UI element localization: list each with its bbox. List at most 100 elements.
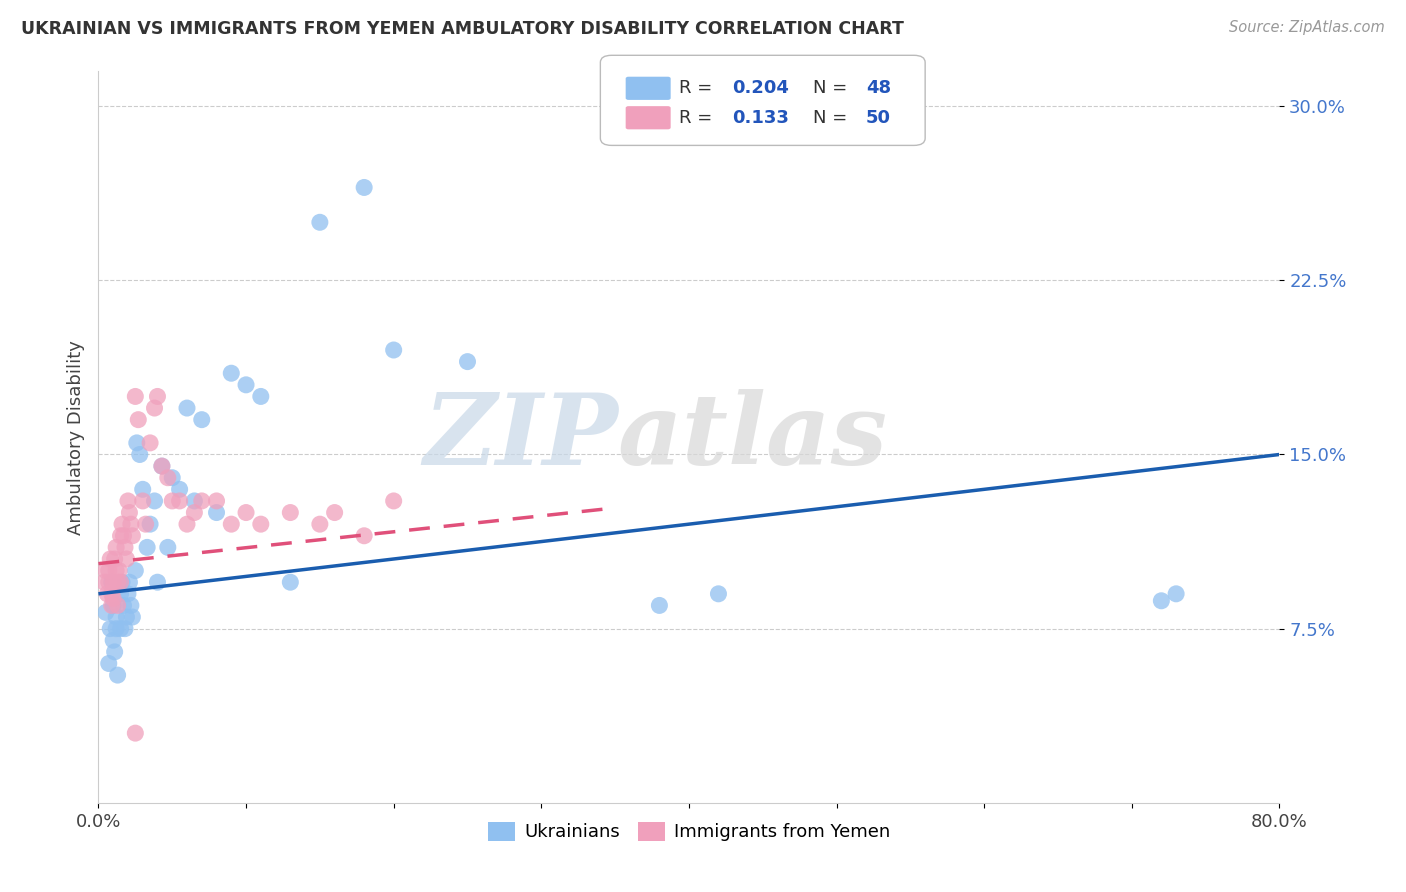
Point <box>139 517 162 532</box>
Point <box>124 726 146 740</box>
Point <box>309 517 332 532</box>
Point <box>353 529 375 543</box>
Text: 50: 50 <box>866 109 891 127</box>
Point <box>183 506 205 520</box>
Point <box>105 622 128 636</box>
Point <box>105 541 128 555</box>
Point <box>146 389 169 403</box>
Point <box>104 645 127 659</box>
Point <box>1166 587 1188 601</box>
Point <box>125 436 148 450</box>
Point <box>150 459 173 474</box>
Point <box>309 215 332 229</box>
Point <box>104 552 127 566</box>
Point <box>103 591 125 606</box>
Point <box>100 599 122 613</box>
Point <box>139 436 162 450</box>
Point <box>191 412 214 426</box>
Text: Source: ZipAtlas.com: Source: ZipAtlas.com <box>1229 20 1385 35</box>
Point <box>707 587 730 601</box>
Point <box>124 389 146 403</box>
Point <box>132 494 155 508</box>
Point <box>107 575 129 590</box>
Point <box>93 575 115 590</box>
Point <box>94 606 117 620</box>
Point <box>156 541 179 555</box>
Point <box>135 517 157 532</box>
Point <box>169 494 191 508</box>
Point <box>176 401 198 415</box>
Point <box>235 506 257 520</box>
Point <box>124 564 146 578</box>
Text: N =: N = <box>813 79 852 97</box>
Point <box>176 517 198 532</box>
Point <box>94 564 117 578</box>
Point <box>118 575 141 590</box>
Point <box>107 599 129 613</box>
Point <box>162 494 183 508</box>
Point <box>250 389 273 403</box>
Text: N =: N = <box>813 109 852 127</box>
Point <box>127 412 149 426</box>
Point <box>110 575 132 590</box>
Point <box>105 564 128 578</box>
Point <box>98 552 121 566</box>
Point <box>98 622 121 636</box>
Point <box>382 343 405 357</box>
Point <box>382 494 405 508</box>
Point <box>103 633 125 648</box>
Point <box>110 622 132 636</box>
Point <box>162 471 183 485</box>
Point <box>169 483 191 497</box>
Point <box>235 377 257 392</box>
Point <box>150 459 173 474</box>
Point <box>221 366 243 380</box>
Point <box>100 575 122 590</box>
Point <box>205 494 228 508</box>
Point <box>105 610 128 624</box>
Point <box>648 599 671 613</box>
Point <box>111 575 134 590</box>
Point <box>121 529 143 543</box>
Point <box>110 529 132 543</box>
Point <box>108 564 131 578</box>
Point <box>221 517 243 532</box>
Point <box>280 506 302 520</box>
Point <box>117 494 139 508</box>
Point <box>120 517 142 532</box>
Text: UKRAINIAN VS IMMIGRANTS FROM YEMEN AMBULATORY DISABILITY CORRELATION CHART: UKRAINIAN VS IMMIGRANTS FROM YEMEN AMBUL… <box>21 20 904 37</box>
Text: R =: R = <box>679 109 718 127</box>
Point <box>100 587 122 601</box>
Point <box>115 610 138 624</box>
Point <box>97 564 120 578</box>
Point <box>97 575 120 590</box>
Point <box>114 622 136 636</box>
Point <box>103 575 125 590</box>
Point <box>97 657 120 671</box>
Point <box>112 599 135 613</box>
Point <box>143 494 166 508</box>
Point <box>323 506 346 520</box>
Text: 0.133: 0.133 <box>733 109 789 127</box>
Point <box>128 448 150 462</box>
Text: ZIP: ZIP <box>423 389 619 485</box>
Point <box>111 517 134 532</box>
Point <box>118 506 141 520</box>
Point <box>120 599 142 613</box>
Point <box>117 587 139 601</box>
Point <box>457 354 479 368</box>
Point <box>136 541 159 555</box>
Point <box>110 587 132 601</box>
Point <box>121 610 143 624</box>
Y-axis label: Ambulatory Disability: Ambulatory Disability <box>66 340 84 534</box>
Point <box>156 471 179 485</box>
Point <box>107 668 129 682</box>
Point <box>112 529 135 543</box>
Point <box>280 575 302 590</box>
Point <box>114 541 136 555</box>
Point <box>353 180 375 194</box>
Point <box>1150 594 1173 608</box>
Point <box>205 506 228 520</box>
Point <box>146 575 169 590</box>
Point <box>115 552 138 566</box>
